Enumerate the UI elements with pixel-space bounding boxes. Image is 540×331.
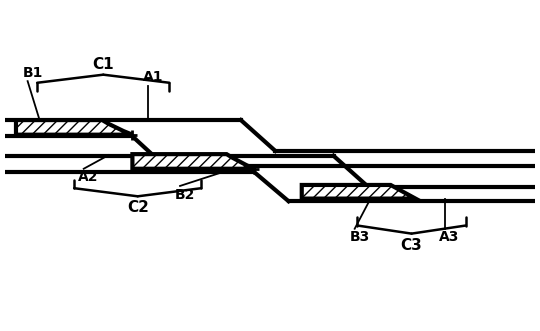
- Text: B2: B2: [175, 188, 195, 202]
- PathPatch shape: [16, 120, 132, 135]
- Text: C3: C3: [401, 238, 422, 253]
- Text: B3: B3: [349, 230, 369, 244]
- PathPatch shape: [302, 185, 416, 199]
- Text: C2: C2: [127, 200, 148, 215]
- Text: B1: B1: [22, 66, 43, 79]
- Text: A3: A3: [440, 230, 460, 244]
- Text: A2: A2: [78, 170, 99, 184]
- PathPatch shape: [132, 154, 254, 169]
- Text: A1: A1: [143, 71, 164, 84]
- Text: C1: C1: [92, 57, 114, 72]
